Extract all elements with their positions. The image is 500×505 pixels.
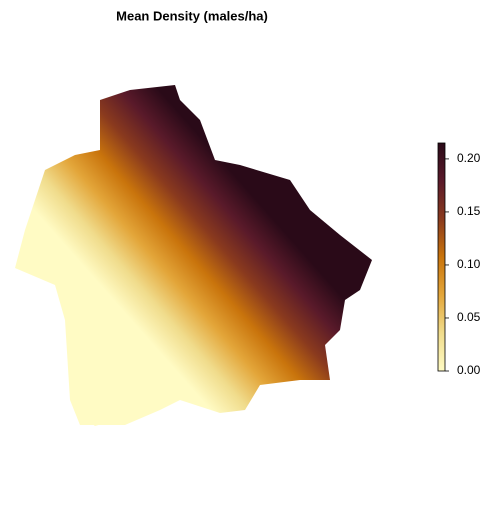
colorbar-tick-label: 0.10 (457, 257, 481, 271)
urban-area (82, 376, 118, 426)
map-title: Mean Density (males/ha) (116, 8, 268, 23)
colorbar-tick-label: 0.00 (457, 363, 481, 377)
colorbar-tick-label: 0.20 (457, 151, 481, 165)
colorbar-tick-label: 0.05 (457, 310, 481, 324)
colorbar-tick-label: 0.15 (457, 204, 481, 218)
colorbar (437, 142, 446, 372)
density-raster (15, 85, 372, 425)
